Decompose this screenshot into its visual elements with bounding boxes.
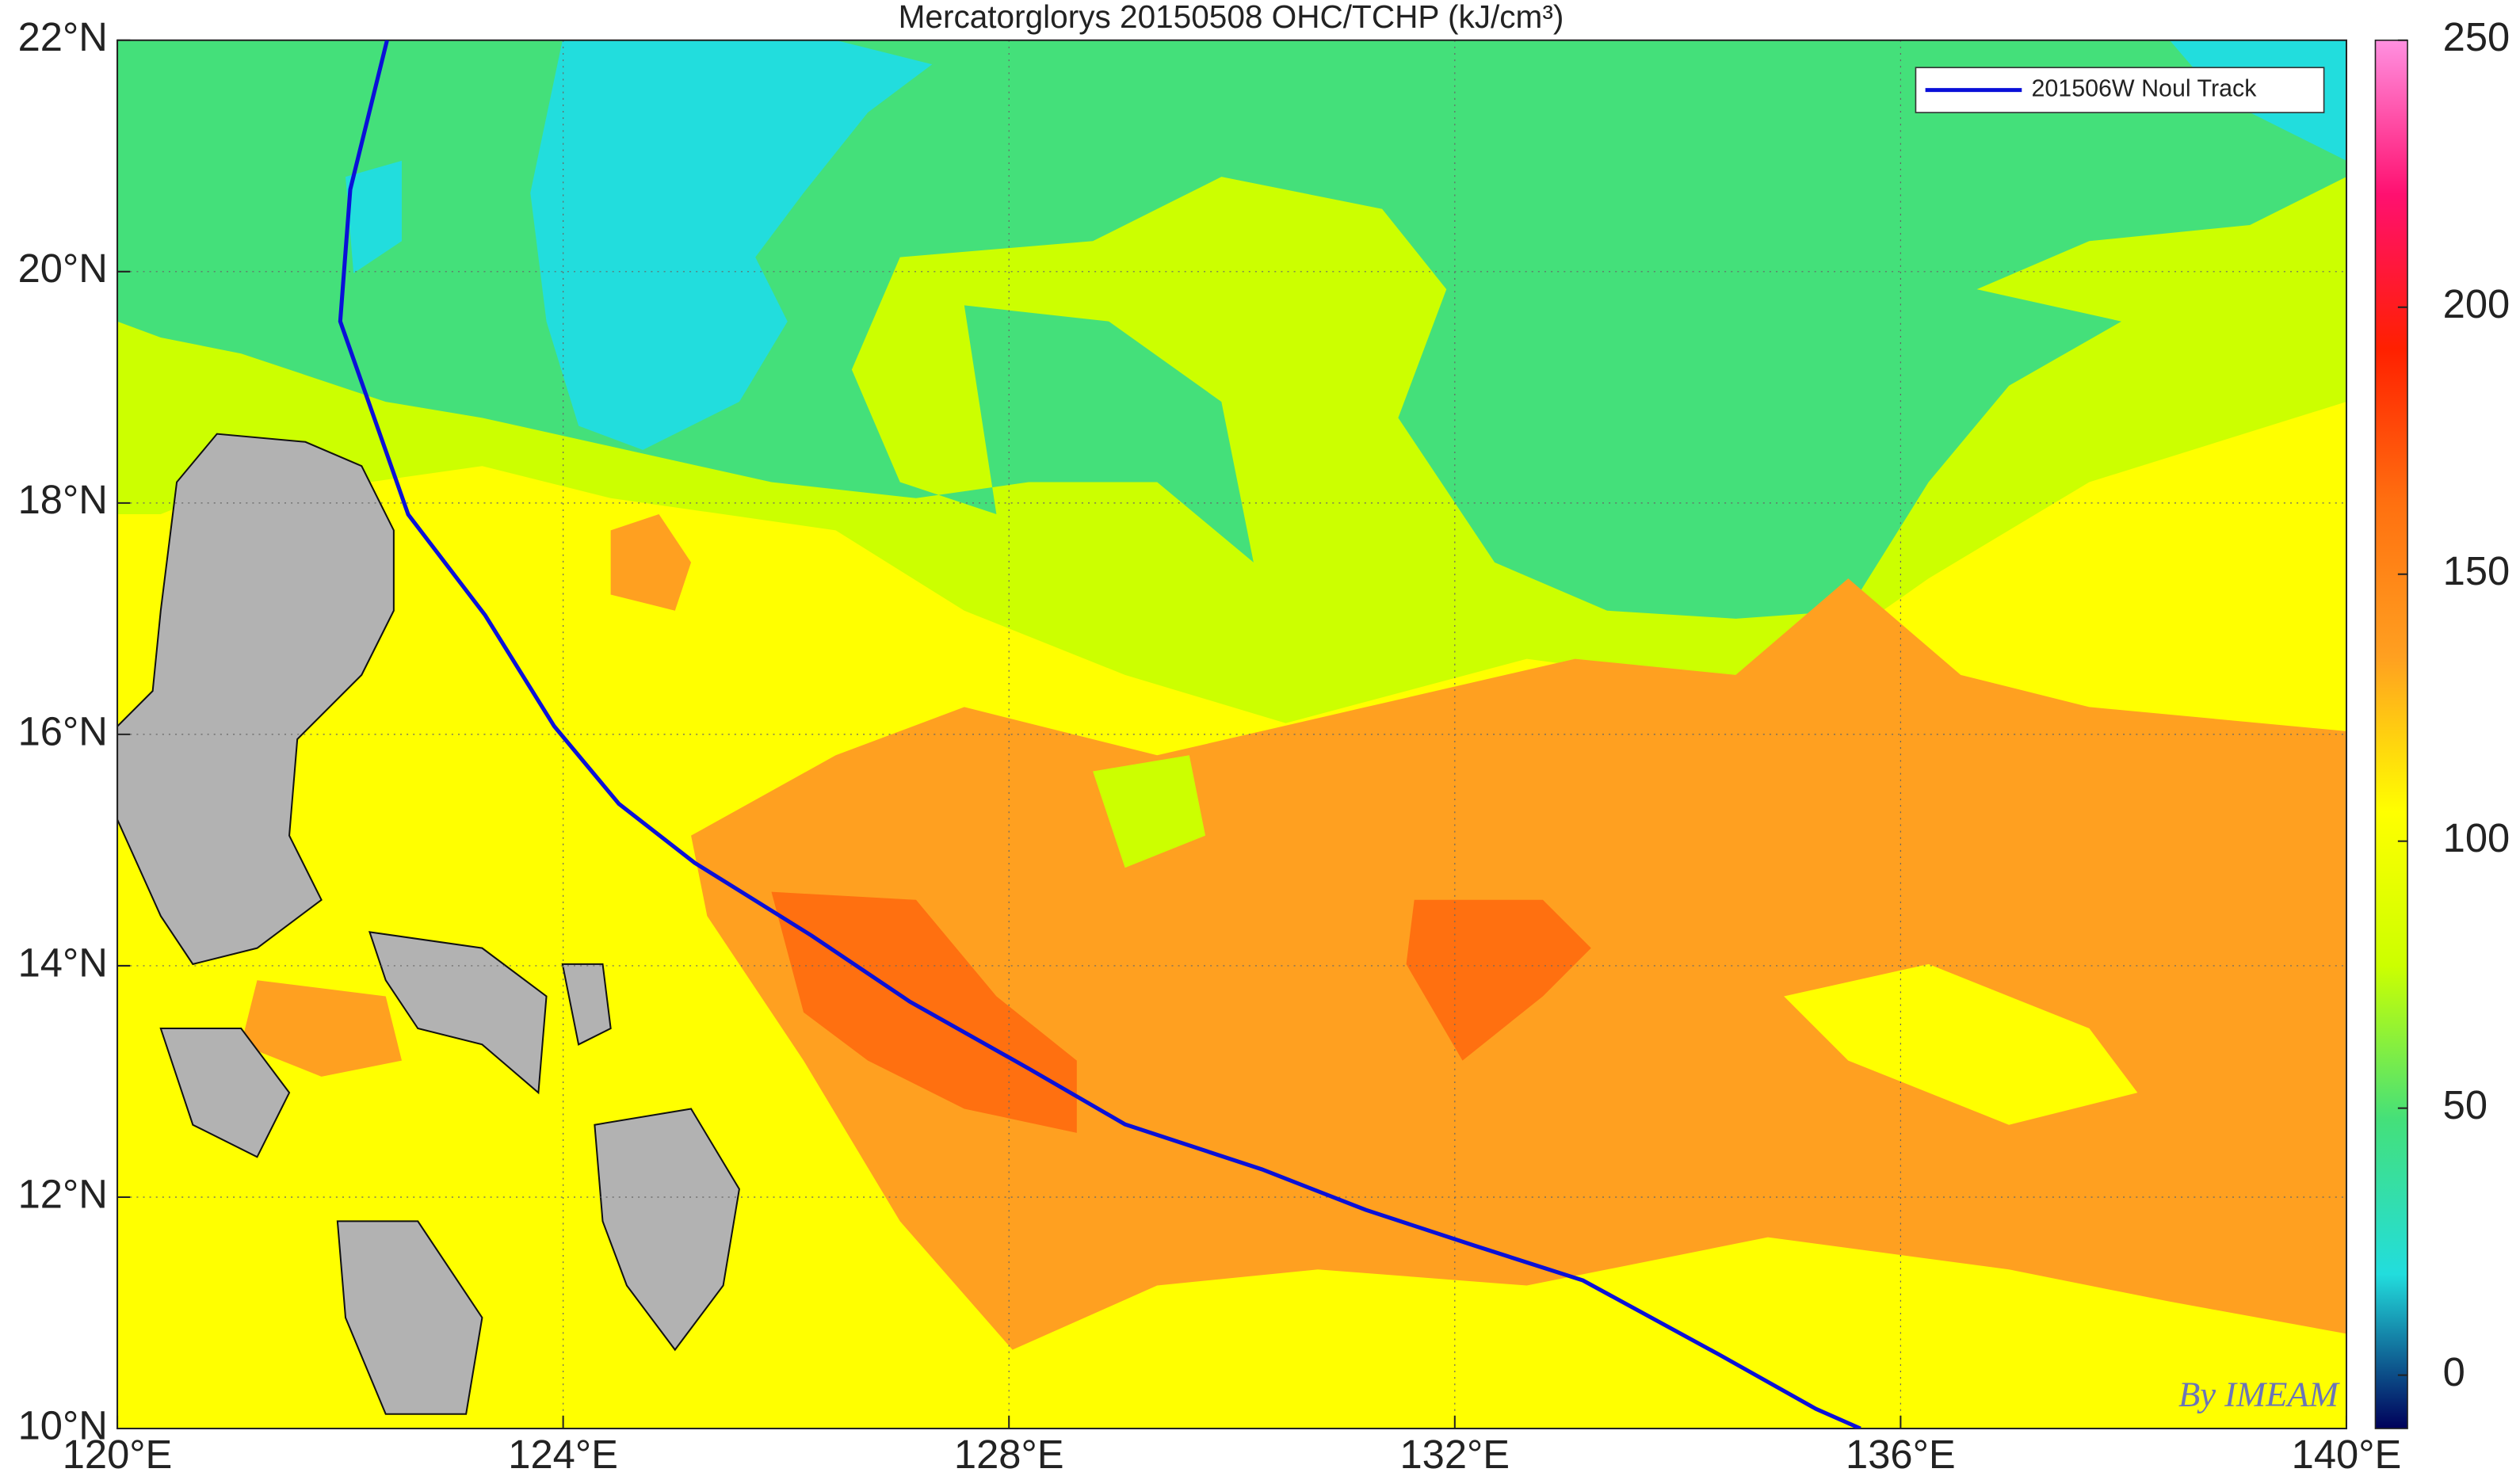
y-tick-label: 18°N — [18, 477, 108, 522]
x-tick-label: 132°E — [1399, 1432, 1510, 1477]
x-tick-label: 140°E — [2292, 1432, 2402, 1477]
annotation: By IMEAM — [2178, 1375, 2341, 1414]
land — [336, 1220, 483, 1415]
y-tick-label: 12°N — [18, 1171, 108, 1216]
colorbar-tick-label: 100 — [2443, 815, 2510, 860]
land — [594, 1108, 740, 1352]
field-contour — [610, 514, 692, 611]
colorbar-tick-label: 0 — [2443, 1349, 2465, 1394]
colorbar-tick-label: 250 — [2443, 14, 2510, 59]
land — [159, 1028, 291, 1158]
y-tick-label: 20°N — [18, 246, 108, 291]
legend: 201506W Noul Track — [1915, 67, 2325, 113]
land — [561, 963, 612, 1046]
track — [338, 40, 1861, 1429]
y-tick-label: 10°N — [18, 1402, 108, 1448]
track-line — [338, 40, 1861, 1429]
field-contour — [1093, 755, 1206, 868]
field-contour — [530, 40, 933, 450]
x-tick-label: 120°E — [63, 1432, 173, 1477]
field-contour — [1406, 899, 1591, 1061]
y-tick-label: 16°N — [18, 708, 108, 753]
chart-title: Mercatorglorys 20150508 OHC/TCHP (kJ/cm³… — [899, 0, 1564, 35]
x-tick-label: 124°E — [508, 1432, 618, 1477]
legend-label: 201506W Noul Track — [2031, 75, 2257, 102]
land — [368, 931, 548, 1095]
field-contour — [1784, 963, 2138, 1125]
colorbar — [2374, 39, 2408, 1429]
y-tick-label: 22°N — [18, 14, 108, 59]
map-field — [117, 40, 2346, 1429]
field-contour — [771, 891, 1077, 1133]
x-tick-label: 136°E — [1846, 1432, 1956, 1477]
colorbar-tick-label: 150 — [2443, 548, 2510, 593]
field-contour — [241, 980, 403, 1077]
land — [117, 433, 395, 966]
field-contour — [346, 160, 403, 273]
colorbar-tick-label: 50 — [2443, 1082, 2488, 1127]
x-tick-label: 128°E — [954, 1432, 1064, 1477]
y-tick-label: 14°N — [18, 940, 108, 985]
colorbar-tick-label: 200 — [2443, 281, 2510, 326]
